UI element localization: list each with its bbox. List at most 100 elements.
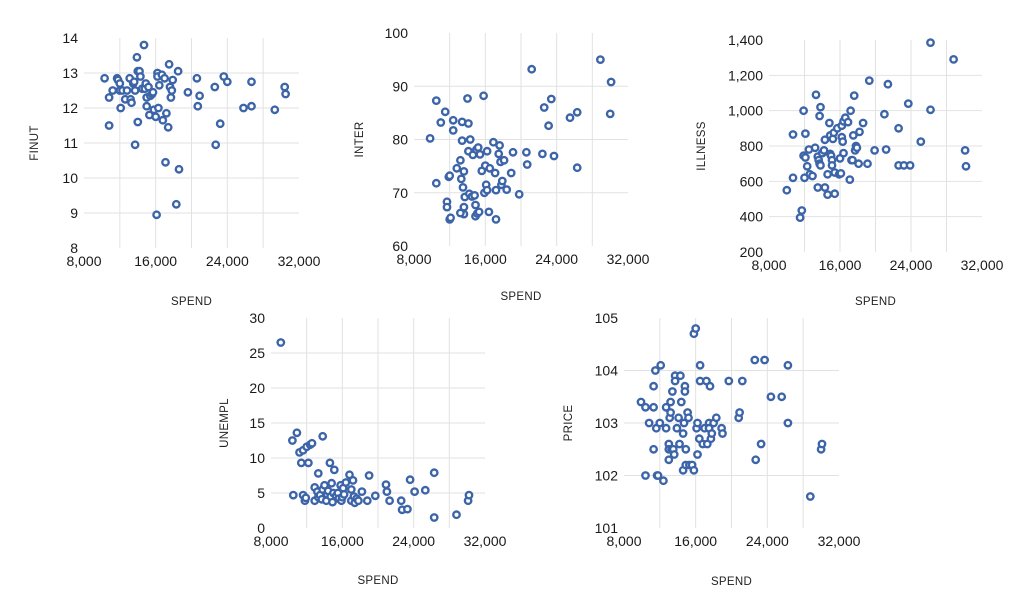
data-point (880, 109, 889, 119)
data-point (490, 168, 500, 178)
data-point (429, 513, 439, 522)
data-point (960, 145, 970, 155)
data-point (494, 149, 504, 159)
data-point (855, 127, 864, 137)
data-point (816, 160, 825, 170)
x-axis-label: SPEND (171, 296, 212, 308)
data-point (458, 182, 468, 192)
data-point (174, 164, 184, 174)
data-point (830, 189, 840, 199)
data-point (405, 475, 415, 485)
y-tick-label: 10 (249, 450, 265, 466)
data-point (827, 160, 837, 170)
x-tick-label: 24,000 (392, 533, 435, 549)
data-point (843, 117, 853, 127)
data-point (341, 478, 351, 487)
data-point (756, 439, 766, 449)
data-point (313, 468, 323, 478)
data-point (429, 468, 439, 478)
data-point (459, 166, 469, 176)
data-point (926, 38, 935, 47)
data-point (605, 109, 615, 119)
x-tick-label: 32,000 (961, 257, 1004, 273)
data-point (661, 402, 671, 412)
data-point (193, 101, 203, 111)
y-tick-label: 102 (595, 468, 619, 484)
y-tick-label: 103 (595, 415, 619, 431)
y-tick-label: 60 (392, 238, 408, 254)
data-point (572, 163, 582, 173)
data-point (328, 497, 337, 507)
data-point (737, 376, 747, 386)
data-point (452, 510, 461, 520)
data-point (670, 376, 680, 386)
data-point (318, 431, 328, 441)
data-point (816, 102, 825, 112)
data-point (456, 174, 466, 184)
x-tick-label: 32,000 (464, 533, 507, 549)
y-axis-label: INTER (354, 122, 366, 158)
data-point (495, 140, 504, 150)
data-point (327, 478, 336, 488)
data-point (448, 125, 458, 135)
data-point (788, 173, 798, 183)
data-point (811, 90, 821, 100)
data-point (522, 160, 532, 169)
data-point (192, 73, 202, 83)
data-point (644, 418, 654, 428)
data-point (676, 371, 685, 381)
data-point (139, 40, 149, 50)
data-point (497, 176, 507, 186)
x-axis-label: SPEND (711, 576, 752, 588)
data-point (364, 471, 374, 480)
data-point (329, 465, 339, 475)
x-tick-label: 24,000 (890, 257, 933, 273)
x-axis-label: SPEND (855, 296, 896, 308)
y-tick-label: 14 (62, 30, 78, 46)
data-point (158, 115, 168, 125)
data-point (514, 189, 524, 199)
data-point (539, 103, 549, 112)
data-point (801, 129, 810, 139)
data-point (195, 91, 205, 101)
data-point (161, 157, 170, 167)
data-point (854, 159, 863, 169)
data-point (718, 429, 727, 438)
data-point (457, 136, 467, 146)
data-point (522, 147, 531, 157)
data-point (455, 208, 465, 218)
data-point (370, 491, 380, 501)
data-point (852, 143, 862, 153)
data-point (751, 455, 761, 465)
data-point (381, 480, 391, 489)
x-tick-label: 8,000 (606, 533, 641, 549)
data-point (596, 55, 605, 64)
data-point (463, 94, 472, 103)
data-point (668, 387, 677, 396)
data-point (777, 392, 787, 402)
data-point (502, 185, 512, 195)
data-point (104, 121, 114, 130)
data-point (470, 190, 479, 200)
data-point (239, 103, 248, 113)
data-point (849, 91, 859, 101)
data-point (482, 146, 492, 156)
data-point (508, 147, 518, 157)
data-point (681, 444, 691, 454)
data-point (883, 79, 893, 89)
data-point (129, 77, 139, 87)
data-point (678, 429, 688, 438)
data-point (153, 103, 163, 113)
y-axis-label: FINUT (29, 125, 41, 160)
data-point (783, 418, 793, 428)
data-point (168, 75, 178, 85)
data-point (538, 149, 547, 159)
x-tick-label: 16,000 (321, 533, 364, 549)
data-point (649, 381, 658, 391)
data-point (881, 145, 891, 154)
data-point (695, 360, 705, 370)
data-point (303, 458, 313, 468)
y-axis-label: ILLNESS (696, 121, 708, 170)
y-tick-label: 400 (740, 209, 764, 225)
data-point (636, 397, 646, 407)
